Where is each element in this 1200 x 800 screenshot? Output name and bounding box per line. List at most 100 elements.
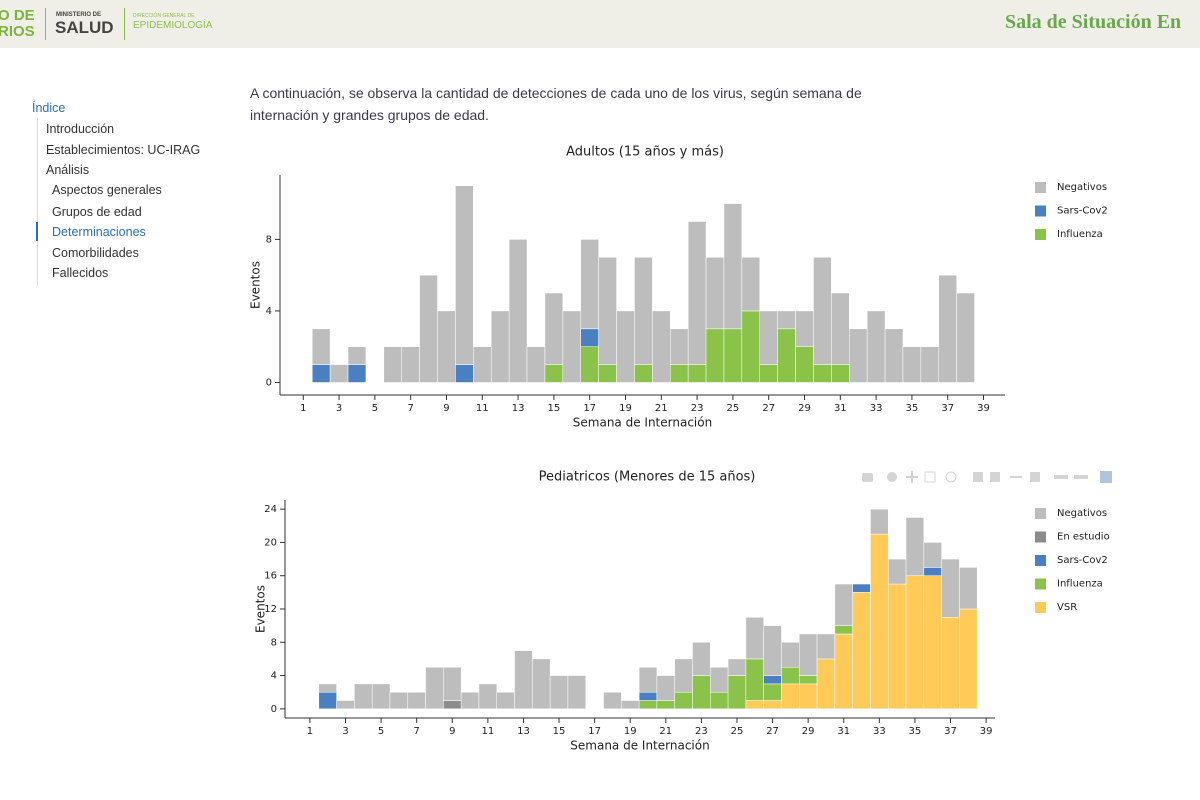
x-tick-label: 19 bbox=[619, 403, 632, 414]
bar bbox=[905, 575, 925, 710]
x-tick-label: 15 bbox=[548, 403, 561, 414]
bar bbox=[705, 257, 725, 330]
bar bbox=[710, 691, 729, 710]
x-tick-label: 13 bbox=[517, 726, 530, 737]
bar bbox=[831, 364, 850, 383]
x-tick-label: 7 bbox=[407, 403, 413, 414]
bar bbox=[638, 666, 658, 693]
x-axis-label: Semana de Internación bbox=[573, 416, 712, 430]
bar bbox=[959, 608, 978, 710]
nav-item[interactable]: Introducción bbox=[46, 122, 115, 136]
bar bbox=[923, 542, 942, 568]
bar bbox=[727, 658, 747, 676]
bar bbox=[834, 583, 853, 626]
x-tick-label: 15 bbox=[553, 726, 566, 737]
bar bbox=[347, 346, 367, 365]
bar bbox=[723, 203, 743, 330]
bar bbox=[795, 346, 814, 383]
bar bbox=[473, 346, 492, 383]
x-tick-label: 1 bbox=[307, 726, 313, 737]
chart-title: Pediatricos (Menores de 15 años) bbox=[539, 470, 756, 485]
bar bbox=[329, 364, 349, 383]
legend-swatch bbox=[1035, 602, 1046, 613]
legend-swatch bbox=[1035, 578, 1046, 590]
separator bbox=[124, 8, 125, 40]
plot-toolbar[interactable] bbox=[862, 471, 1112, 483]
bar bbox=[669, 328, 689, 365]
bar bbox=[710, 666, 729, 693]
y-tick-label: 0 bbox=[266, 377, 272, 388]
bar bbox=[745, 658, 764, 701]
bar bbox=[514, 650, 533, 710]
legend-label: VSR bbox=[1057, 602, 1077, 613]
bar bbox=[941, 617, 960, 710]
nav-item[interactable]: Comorbilidades bbox=[52, 246, 139, 260]
bar bbox=[669, 364, 689, 383]
bar bbox=[544, 364, 564, 383]
x-tick-label: 1 bbox=[300, 403, 306, 414]
nav-item[interactable]: Fallecidos bbox=[52, 266, 109, 280]
bar bbox=[938, 274, 957, 383]
bar bbox=[763, 700, 782, 710]
bar bbox=[371, 683, 391, 710]
bar bbox=[419, 274, 438, 383]
legend-label: Influenza bbox=[1057, 229, 1103, 240]
x-tick-label: 25 bbox=[731, 726, 744, 737]
bar bbox=[674, 691, 693, 710]
x-tick-label: 35 bbox=[906, 403, 919, 414]
x-tick-label: 21 bbox=[655, 403, 668, 414]
x-tick-label: 25 bbox=[727, 403, 740, 414]
bar bbox=[311, 328, 331, 365]
nav-item[interactable]: Aspectos generales bbox=[52, 183, 162, 197]
bar bbox=[887, 583, 907, 710]
bar bbox=[920, 346, 940, 383]
legend-swatch bbox=[1035, 205, 1046, 217]
y-tick-label: 4 bbox=[266, 306, 272, 317]
bar bbox=[638, 691, 658, 701]
bar bbox=[490, 310, 510, 383]
bar bbox=[852, 592, 871, 710]
bar bbox=[383, 346, 402, 383]
bar bbox=[580, 328, 599, 347]
nav-item[interactable]: Análisis bbox=[46, 163, 90, 177]
legend-swatch bbox=[1035, 182, 1046, 193]
x-tick-label: 37 bbox=[941, 403, 954, 414]
x-tick-label: 31 bbox=[837, 726, 850, 737]
legend-label: Influenza bbox=[1057, 579, 1103, 590]
bar bbox=[567, 675, 586, 710]
x-tick-label: 5 bbox=[372, 403, 378, 414]
nav-item[interactable]: Determinaciones bbox=[52, 225, 146, 239]
logo-text: RIOS bbox=[0, 23, 35, 40]
x-tick-label: 19 bbox=[624, 726, 637, 737]
x-tick-label: 17 bbox=[583, 403, 596, 414]
bar bbox=[759, 364, 778, 383]
legend-label: Sars-Cov2 bbox=[1057, 555, 1108, 566]
bar bbox=[905, 517, 925, 576]
bar bbox=[816, 633, 836, 660]
x-tick-label: 23 bbox=[691, 403, 704, 414]
bar bbox=[401, 346, 420, 383]
nav-item[interactable]: Establecimientos: UC-IRAG bbox=[46, 143, 201, 157]
bar bbox=[887, 558, 907, 585]
bar bbox=[508, 239, 528, 383]
legend-label: Negativos bbox=[1057, 182, 1107, 193]
x-tick-label: 13 bbox=[512, 403, 525, 414]
y-tick-label: 8 bbox=[271, 637, 277, 648]
nav-active-marker bbox=[36, 222, 38, 241]
bar bbox=[562, 310, 581, 383]
bar bbox=[759, 310, 778, 365]
bar bbox=[692, 642, 711, 676]
x-tick-label: 9 bbox=[449, 726, 455, 737]
bar bbox=[621, 700, 640, 710]
bar bbox=[741, 310, 761, 383]
bar bbox=[443, 666, 462, 701]
bar bbox=[580, 239, 599, 330]
nav-item[interactable]: Grupos de edad bbox=[52, 205, 142, 219]
nav-title[interactable]: Índice bbox=[32, 101, 66, 115]
x-tick-label: 29 bbox=[802, 726, 815, 737]
y-tick-label: 20 bbox=[264, 537, 277, 548]
x-tick-label: 39 bbox=[977, 403, 990, 414]
